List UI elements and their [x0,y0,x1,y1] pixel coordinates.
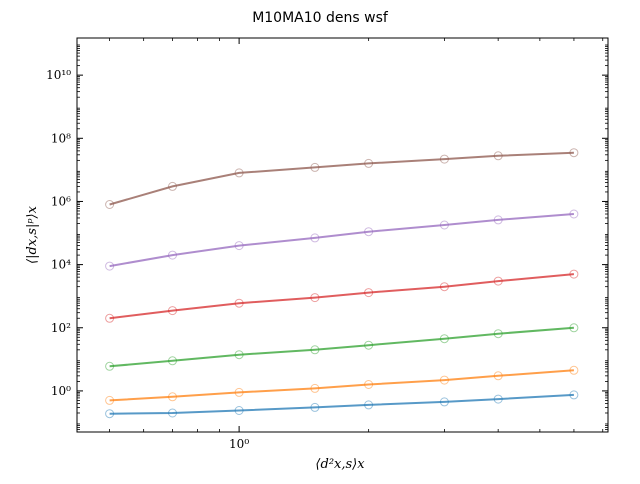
data-point [364,340,374,350]
data-point [310,345,320,355]
series-layer [105,148,579,419]
data-point [569,148,579,158]
data-point [569,390,579,400]
data-point [439,397,449,407]
data-point [168,356,177,366]
data-point [168,306,177,316]
series-4 [105,209,579,271]
data-point [234,241,244,251]
series-1 [105,365,579,405]
data-point [364,158,374,168]
data-point [569,209,579,219]
data-point [105,313,115,323]
data-point [569,365,579,375]
data-point [234,406,244,415]
series-0 [105,390,579,419]
series-line [109,151,574,206]
data-point [310,162,320,172]
data-point [439,334,449,344]
y-tick-label: 10⁸ [51,131,71,145]
series-line [109,273,574,320]
data-point [439,154,449,164]
data-point [493,329,503,339]
data-point [439,220,449,230]
data-point [364,380,374,389]
data-point [168,392,177,402]
y-tick-label: 10² [51,321,71,335]
data-point [364,288,374,298]
data-point [569,269,579,279]
data-point [105,361,115,371]
y-axis-label: ⟨|dx,s|ᵖ⟩x [25,205,40,264]
data-point [493,371,503,381]
data-point [234,298,244,308]
plot-frame [76,37,609,433]
axes-layer: 10⁰ 10² 10⁴ 10⁶ 10⁸ 10¹⁰ 10⁰ [46,38,608,451]
x-axis-label: ⟨d²x,s⟩x [315,457,365,472]
series-5 [105,148,579,209]
data-point [439,282,449,292]
data-point [493,151,503,161]
data-point [168,181,177,191]
data-point [364,400,374,410]
data-point [439,375,449,385]
data-point [310,383,320,393]
data-point [234,387,244,397]
y-tick-label: 10⁰ [51,384,71,398]
y-tick-label: 10¹⁰ [46,68,71,82]
series-line [109,213,574,268]
data-point [105,409,115,419]
data-point [168,250,177,260]
data-point [105,200,115,209]
y-tick-label: 10⁴ [51,258,71,272]
data-point [569,323,579,333]
data-point [493,394,503,404]
series-line [109,326,574,368]
series-2 [105,323,579,371]
series-3 [105,269,579,323]
data-point [168,408,177,418]
series-line [109,393,574,415]
data-point [310,233,320,243]
chart-title: M10MA10 dens wsf [252,10,389,26]
data-point [310,402,320,412]
series-line [109,369,574,402]
y-tick-label: 10⁶ [51,194,71,208]
data-point [364,227,374,237]
data-point [234,168,244,178]
data-point [234,350,244,360]
data-point [493,215,503,225]
x-tick-label: 10⁰ [229,437,249,451]
data-point [105,261,115,271]
data-point [310,293,320,303]
data-point [105,395,115,405]
data-point [493,276,503,286]
